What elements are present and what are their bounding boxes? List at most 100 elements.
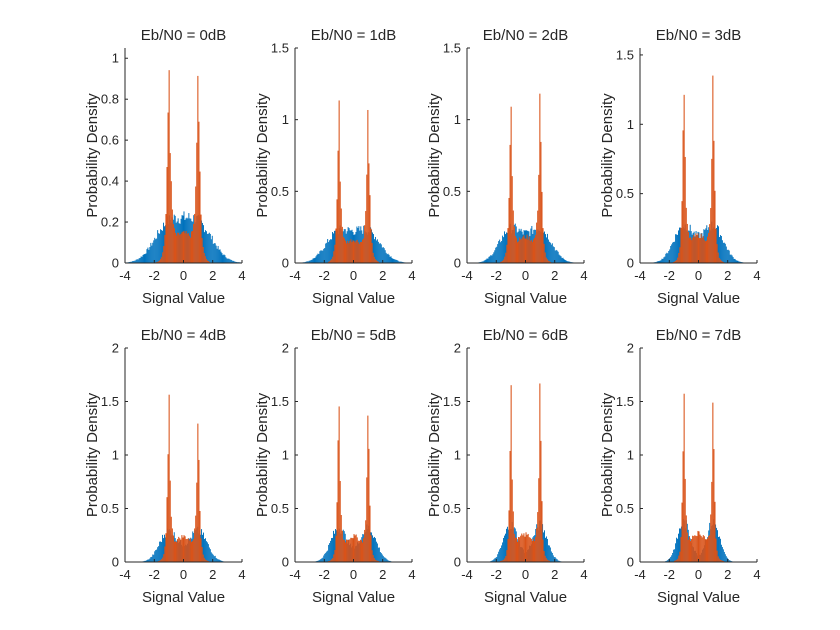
bar-received — [724, 243, 726, 263]
bar-filtered — [177, 538, 179, 562]
bar-received — [208, 547, 210, 562]
bar-received — [718, 536, 719, 562]
x-tick-label: -4 — [119, 567, 131, 582]
bar-received — [492, 254, 494, 263]
y-tick-label: 1.5 — [271, 41, 289, 56]
bar-filtered — [713, 140, 715, 263]
bar-filtered — [167, 112, 169, 263]
bar-filtered — [542, 539, 544, 562]
bar-filtered — [333, 554, 335, 562]
bar-filtered — [674, 261, 676, 263]
bar-filtered — [718, 257, 720, 263]
x-axis-label: Signal Value — [142, 589, 225, 606]
bar-received — [135, 259, 137, 263]
y-tick-label: 1.5 — [616, 47, 634, 62]
bar-received — [719, 538, 721, 562]
bar-received — [217, 559, 219, 562]
x-tick-label: 2 — [724, 268, 731, 283]
bar-received — [380, 553, 382, 562]
bar-received — [400, 261, 402, 263]
bar-filtered — [183, 230, 185, 263]
bar-filtered — [157, 261, 160, 263]
bar-received — [159, 541, 161, 562]
subplot-0: -4 -2 0 2 4 0 0.2 0.4 0.6 0.8 1 Eb/N0 = 0dB Signal V… — [84, 27, 246, 307]
bar-received — [395, 259, 397, 263]
bar-received — [497, 554, 499, 562]
bar-filtered — [542, 228, 544, 263]
bar-filtered — [160, 560, 162, 562]
bar-filtered — [373, 557, 375, 562]
bar-received — [213, 556, 215, 562]
bar-received — [161, 542, 163, 562]
bar-received — [377, 547, 379, 562]
bar-received — [321, 558, 323, 562]
bar-filtered — [503, 559, 505, 562]
bar-received — [735, 260, 737, 263]
plot-area — [664, 393, 733, 562]
bar-filtered — [199, 511, 201, 562]
bar-filtered — [342, 236, 344, 263]
bar-filtered — [198, 121, 200, 263]
bar-received — [729, 560, 731, 562]
bar-received — [666, 252, 668, 263]
y-tick-label: 0.8 — [101, 92, 119, 107]
bar-filtered — [199, 171, 201, 263]
bar-received — [501, 545, 503, 562]
subplot-5: -4 -2 0 2 4 0 0.5 1 1.5 2 Eb/N0 = 5dB Signal Value P… — [254, 327, 416, 606]
bar-received — [667, 253, 669, 263]
bar-received — [670, 556, 672, 562]
bar-filtered — [694, 237, 696, 263]
bar-received — [721, 547, 723, 562]
bar-received — [496, 246, 498, 263]
x-tick-label: -2 — [663, 567, 675, 582]
bar-filtered — [350, 239, 352, 263]
x-tick-label: 0 — [522, 268, 529, 283]
bar-received — [163, 222, 164, 263]
bar-filtered — [548, 261, 550, 263]
y-tick-label: 0.5 — [271, 501, 289, 516]
bar-received — [669, 249, 671, 263]
bar-filtered — [196, 482, 198, 562]
bar-filtered — [695, 535, 697, 562]
bar-received — [331, 538, 333, 562]
bar-received — [152, 554, 154, 562]
bar-received — [385, 558, 387, 562]
bar-filtered — [174, 541, 177, 562]
bar-filtered — [203, 557, 205, 562]
bar-filtered — [156, 261, 158, 263]
bar-filtered — [684, 478, 686, 562]
x-tick-label: -2 — [490, 567, 502, 582]
x-tick-label: 4 — [408, 567, 415, 582]
bar-filtered — [180, 233, 182, 263]
bar-filtered — [363, 538, 365, 562]
bar-filtered — [338, 100, 340, 263]
bar-filtered — [530, 239, 532, 263]
bar-filtered — [370, 228, 372, 263]
bar-received — [387, 253, 389, 263]
bar-filtered — [678, 555, 680, 562]
x-tick-label: -2 — [148, 268, 160, 283]
bar-received — [157, 230, 159, 263]
bar-received — [376, 239, 378, 263]
bar-filtered — [178, 536, 180, 562]
bar-filtered — [195, 186, 197, 263]
bar-filtered — [330, 260, 332, 263]
bar-filtered — [543, 551, 545, 562]
bar-received — [382, 555, 384, 562]
bar-received — [329, 543, 331, 562]
bar-filtered — [513, 533, 515, 562]
bar-received — [316, 254, 318, 263]
bar-received — [552, 555, 554, 562]
bar-received — [373, 536, 375, 562]
bar-filtered — [169, 153, 171, 263]
bar-filtered — [368, 163, 370, 263]
bar-filtered — [710, 514, 712, 562]
bar-received — [487, 258, 489, 263]
bar-received — [213, 243, 215, 263]
bar-filtered — [506, 550, 508, 562]
bar-filtered — [532, 538, 535, 562]
bar-received — [146, 249, 148, 263]
bar-filtered — [167, 454, 169, 562]
bar-received — [480, 261, 482, 263]
x-tick-label: 2 — [209, 268, 216, 283]
